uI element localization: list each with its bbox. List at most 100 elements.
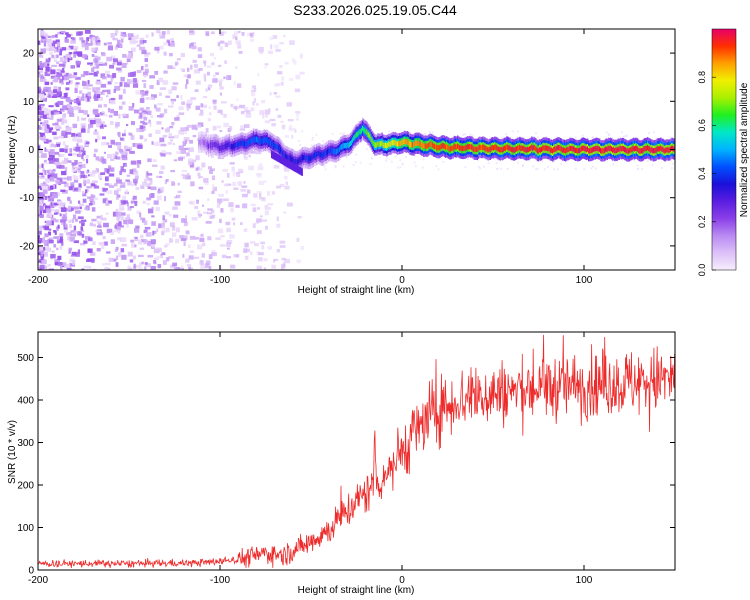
- noise-cell: [178, 130, 184, 135]
- noise-cell: [201, 162, 206, 168]
- noise-cell: [182, 253, 185, 258]
- noise-cell: [70, 230, 75, 233]
- noise-cell: [141, 49, 147, 55]
- noise-cell: [218, 202, 221, 205]
- noise-cell: [136, 210, 141, 214]
- noise-cell: [71, 168, 76, 172]
- ridge-cell: [289, 156, 292, 162]
- noise-cell: [284, 167, 290, 172]
- ridge-cell: [574, 147, 577, 153]
- noise-cell: [287, 119, 294, 122]
- noise-cell: [50, 110, 57, 115]
- ridge-cell: [542, 145, 544, 151]
- ridge-cell: [211, 142, 213, 148]
- noise-cell: [257, 166, 264, 171]
- noise-cell: [506, 168, 509, 170]
- noise-cell: [190, 181, 195, 187]
- ridge-branch-cell: [297, 165, 299, 174]
- ridge-cell: [369, 134, 371, 140]
- ridge-cell: [325, 150, 328, 156]
- noise-cell: [248, 155, 251, 158]
- ridge-branch-cell: [291, 162, 294, 171]
- noise-cell: [85, 154, 89, 158]
- noise-cell: [121, 114, 127, 117]
- noise-cell: [186, 103, 191, 109]
- noise-cell: [211, 175, 216, 181]
- noise-cell: [66, 103, 72, 109]
- ridge-cell: [263, 137, 266, 143]
- noise-cell: [65, 223, 68, 228]
- noise-cell: [207, 118, 211, 122]
- noise-cell: [73, 152, 77, 156]
- noise-cell: [136, 44, 141, 47]
- ridge-cell: [463, 145, 465, 151]
- noise-cell: [103, 114, 108, 117]
- ridge-cell: [588, 148, 590, 154]
- noise-cell: [186, 106, 190, 111]
- noise-cell: [39, 260, 42, 263]
- noise-cell: [284, 135, 289, 138]
- noise-cell: [122, 162, 127, 167]
- noise-cell: [59, 148, 65, 153]
- noise-cell: [59, 236, 63, 240]
- ridge-cell: [375, 142, 377, 148]
- noise-cell: [49, 176, 55, 182]
- noise-cell: [241, 32, 245, 36]
- ridge-cell: [665, 147, 667, 153]
- noise-cell: [345, 156, 348, 159]
- noise-cell: [84, 30, 91, 34]
- noise-cell: [136, 34, 139, 39]
- noise-cell: [261, 245, 265, 250]
- noise-cell: [281, 124, 286, 129]
- ridge-cell: [552, 148, 554, 154]
- noise-cell: [200, 233, 204, 237]
- noise-cell: [68, 52, 73, 55]
- noise-cell: [201, 260, 204, 266]
- noise-cell: [211, 214, 216, 218]
- noise-cell: [149, 85, 154, 89]
- noise-cell: [269, 118, 276, 122]
- noise-cell: [160, 165, 165, 170]
- noise-cell: [229, 162, 235, 165]
- noise-cell: [188, 244, 191, 249]
- noise-cell: [295, 74, 301, 80]
- noise-cell: [297, 216, 302, 219]
- noise-cell: [48, 159, 55, 164]
- noise-cell: [218, 64, 222, 67]
- noise-cell: [138, 240, 143, 245]
- noise-cell: [159, 171, 164, 174]
- noise-cell: [92, 87, 95, 92]
- noise-cell: [535, 167, 538, 170]
- ridge-cell: [497, 146, 499, 152]
- noise-cell: [189, 250, 195, 253]
- noise-cell: [71, 207, 74, 211]
- noise-cell: [265, 114, 268, 118]
- noise-cell: [65, 87, 70, 91]
- noise-cell: [67, 196, 71, 201]
- noise-cell: [153, 261, 157, 265]
- noise-cell: [100, 91, 104, 95]
- noise-cell: [101, 217, 107, 221]
- noise-cell: [124, 217, 131, 220]
- noise-cell: [178, 145, 184, 150]
- noise-cell: [620, 131, 623, 134]
- noise-cell: [87, 97, 90, 102]
- noise-cell: [187, 264, 192, 267]
- noise-cell: [77, 187, 81, 192]
- noise-cell: [56, 164, 62, 169]
- ridge-cell: [348, 142, 351, 148]
- noise-cell: [109, 183, 112, 186]
- ridge-cell: [256, 136, 258, 142]
- noise-cell: [142, 217, 146, 223]
- noise-cell: [38, 86, 41, 91]
- noise-cell: [95, 39, 98, 45]
- noise-cell: [47, 43, 52, 47]
- noise-cell: [99, 177, 102, 180]
- noise-cell: [172, 206, 178, 210]
- noise-cell: [139, 135, 143, 140]
- noise-cell: [422, 133, 425, 136]
- noise-cell: [48, 94, 51, 98]
- noise-cell: [61, 133, 68, 138]
- noise-cell: [170, 170, 175, 173]
- ridge-cell: [486, 146, 488, 152]
